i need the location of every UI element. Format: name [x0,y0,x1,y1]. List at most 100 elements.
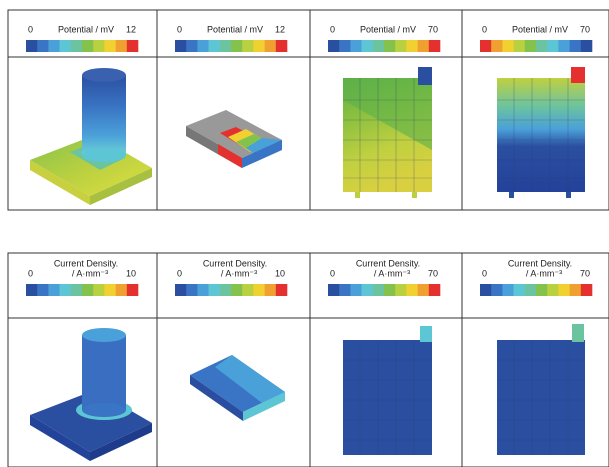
colorbar-swatch [126,284,139,296]
colorbar-swatch [197,40,209,52]
legend-min: 0 [330,268,335,278]
colorbar-swatch [253,284,265,296]
colorbar-swatch [70,284,83,296]
legend-unit: / A·mm⁻³ [72,268,108,278]
colorbar-swatch [350,40,362,52]
colorbar-swatch [395,40,407,52]
colorbar-swatch [524,40,537,52]
legend-max: 12 [275,24,285,34]
colorbar-swatch [384,40,396,52]
colorbar-swatch [558,40,570,52]
colorbar-swatch [59,40,72,52]
table-frame [7,9,609,211]
colorbar-swatch [82,40,94,52]
colorbar-swatch [37,40,49,52]
legend-min: 0 [330,24,335,34]
colorbar-swatch [372,40,385,52]
colorbar-swatch [115,40,128,52]
colorbar-swatch [480,40,492,52]
legend-max: 70 [428,268,438,278]
colorbar-swatch [175,40,187,52]
render-block-potential [186,110,282,168]
render-cathode-potential [30,68,152,205]
table-frame [7,252,609,467]
legend-title: Current Density. [356,258,420,268]
colorbar-swatch [186,40,198,52]
render-cathode-current [30,328,152,461]
colorbar-swatch [104,40,116,52]
colorbar-swatch [350,284,362,296]
colorbar-swatch [372,284,385,296]
colorbar-swatch [491,284,503,296]
legend-unit: / A·mm⁻³ [374,268,410,278]
colorbar-swatch [513,284,526,296]
render-plate-current-2 [497,324,585,455]
colorbar-swatch [569,40,582,52]
render-plate-potential-2 [497,67,585,198]
colorbar-swatch [502,284,514,296]
colorbar-swatch [491,40,503,52]
colorbar-swatch [406,284,418,296]
colorbar-swatch [264,40,277,52]
colorbar-swatch [536,40,548,52]
legend-min: 0 [177,268,182,278]
legend-max: 70 [580,268,590,278]
colorbar-swatch [361,284,374,296]
colorbar-swatch [339,284,351,296]
legend-max: 70 [580,24,590,34]
legend-max: 12 [126,24,136,34]
colorbar-swatch [264,284,277,296]
render-plate-current [343,326,432,455]
legend-title: Current Density. [54,258,118,268]
colorbar-swatch [275,40,288,52]
colorbar-swatch [339,40,351,52]
colorbar-swatch [208,40,221,52]
colorbar-swatch [231,40,243,52]
colorbar-swatch [242,284,254,296]
legend-title: Potential / mV [207,24,263,34]
colorbar-swatch [417,40,430,52]
colorbar-swatch [219,284,232,296]
render-block-current [190,355,285,421]
legend-max: 10 [126,268,136,278]
legend-unit: / A·mm⁻³ [221,268,257,278]
legend-title: Potential / mV [360,24,416,34]
colorbar-swatch [126,40,139,52]
colorbar-swatch [59,284,72,296]
legend-title: Current Density. [508,258,572,268]
legend-min: 0 [177,24,182,34]
colorbar-swatch [231,284,243,296]
render-plate-potential [343,67,432,198]
colorbar-swatch [547,40,559,52]
colorbar-swatch [361,40,374,52]
colorbar-swatch [26,284,38,296]
colorbar-swatch [536,284,548,296]
colorbar-swatch [328,284,340,296]
colorbar-swatch [37,284,49,296]
colorbar-swatch [406,40,418,52]
legend-title: Potential / mV [58,24,114,34]
colorbar-swatch [480,284,492,296]
colorbar-swatch [93,40,105,52]
colorbar-swatch [428,284,441,296]
colorbar-swatch [580,40,593,52]
colorbar-swatch [502,40,514,52]
colorbar-swatch [253,40,265,52]
colorbar-swatch [384,284,396,296]
colorbar-swatch [208,284,221,296]
legend-min: 0 [28,24,33,34]
colorbar-swatch [93,284,105,296]
legend-unit: / A·mm⁻³ [526,268,562,278]
legend-min: 0 [28,268,33,278]
colorbar-swatch [328,40,340,52]
colorbar-swatch [558,284,570,296]
colorbar-swatch [275,284,288,296]
colorbar-swatch [26,40,38,52]
colorbar-swatch [186,284,198,296]
colorbar-swatch [513,40,526,52]
colorbar-swatch [104,284,116,296]
legend-min: 0 [482,24,487,34]
colorbar-swatch [115,284,128,296]
